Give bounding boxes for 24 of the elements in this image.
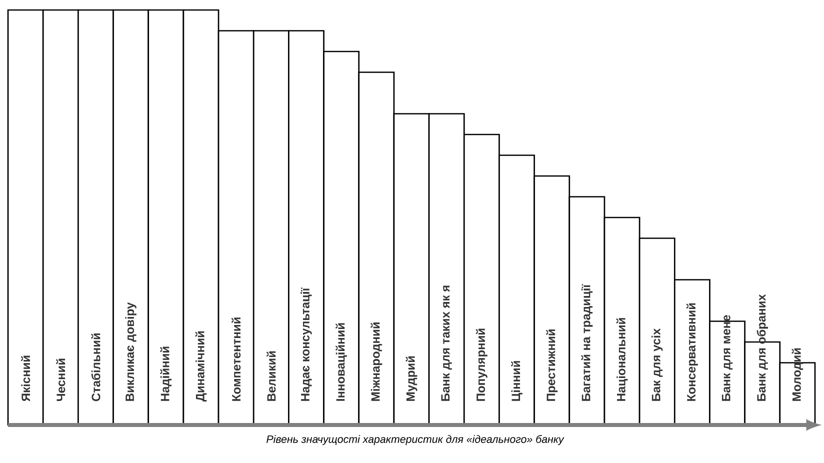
x-tick-label: Міжнародний: [370, 322, 382, 401]
x-tick-label: Молодий: [792, 348, 804, 401]
x-axis-title: Рівень значущості характеристик для «ідеального» банку: [266, 435, 564, 446]
x-tick-label: Банк для таких як я: [441, 286, 452, 401]
x-tick-label: Престижний: [546, 330, 558, 401]
x-tick-label: Бак для усіх: [652, 328, 663, 401]
x-tick-label: Стабільний: [91, 333, 100, 402]
x-tick-label: Цінний: [511, 361, 522, 401]
x-tick-label: Багатий на традиції: [581, 284, 593, 401]
x-tick-label: Надійний: [160, 346, 172, 401]
x-tick-label: Консервативний: [686, 303, 698, 401]
x-tick-label: Чесний: [56, 358, 66, 401]
x-tick-label: Національний: [616, 318, 628, 401]
x-tick-label: Популярний: [476, 328, 488, 401]
x-tick-label: Якісний: [21, 356, 30, 402]
x-tick-label: Банк для мене: [722, 315, 733, 401]
x-tick-label: Великий: [266, 351, 276, 401]
x-tick-label: Динамічний: [195, 331, 207, 402]
x-tick-label: Інноваційний: [336, 323, 347, 401]
x-tick-label: Надає консультації: [300, 288, 312, 401]
x-tick-label: Компетентний: [232, 318, 241, 401]
x-tick-label: Банк для обраних: [756, 294, 768, 401]
x-tick-label: Мудрий: [406, 356, 418, 401]
x-tick-label: Викликає довіру: [125, 302, 136, 401]
